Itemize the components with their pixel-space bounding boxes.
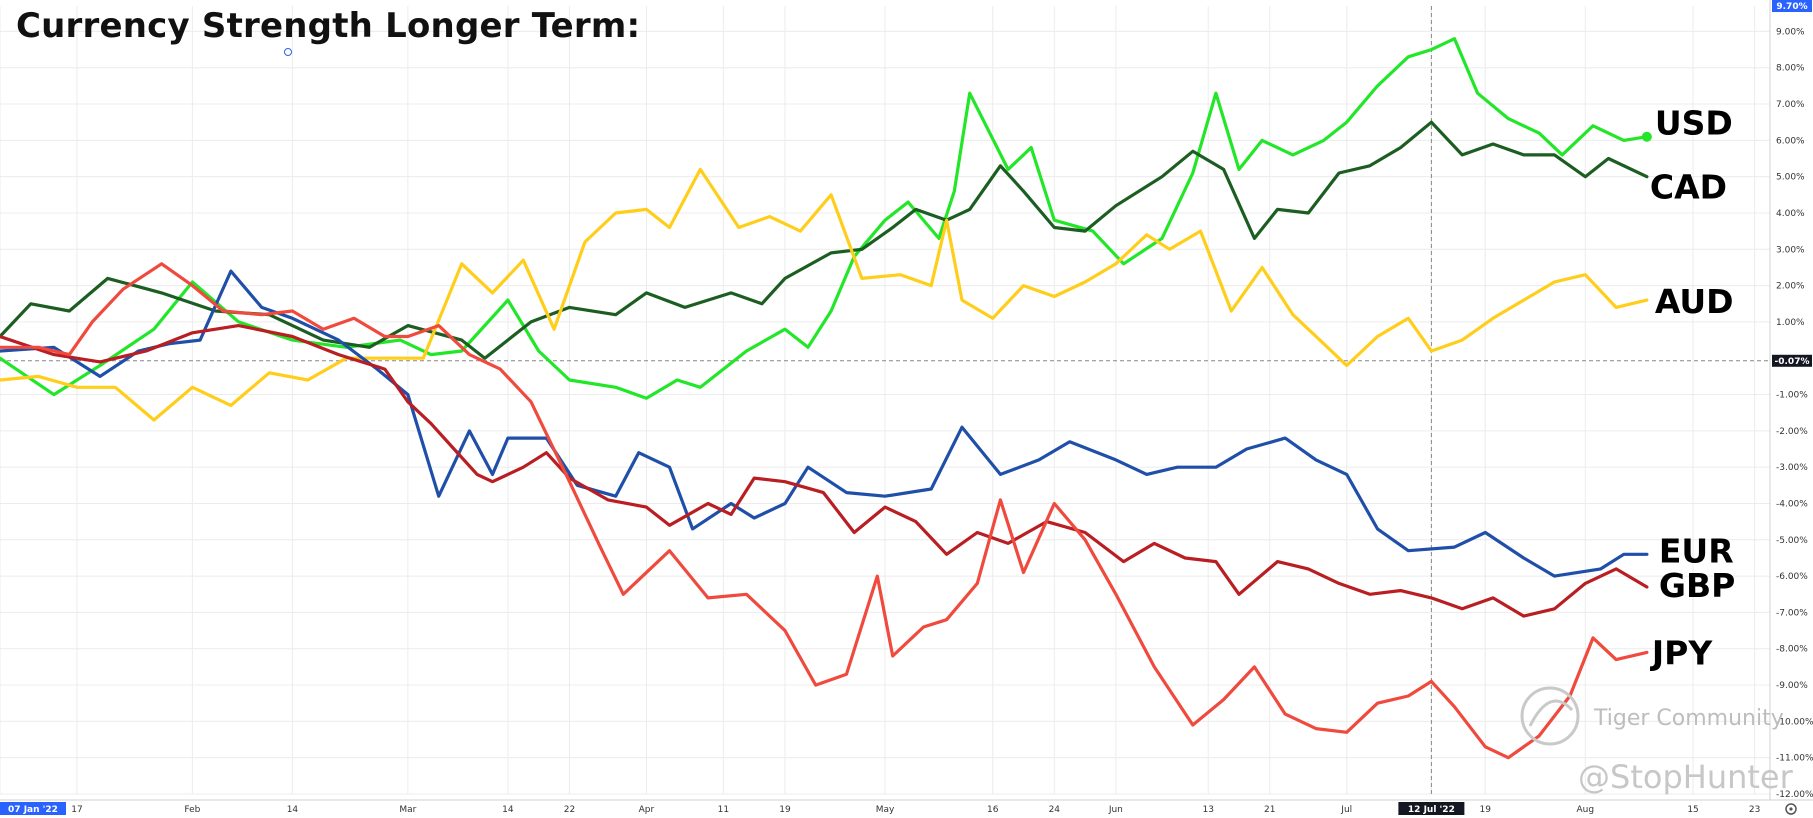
y-tick-label: 3.00%: [1776, 245, 1805, 255]
x-tick-label: 17: [71, 805, 82, 815]
x-tick-label: Mar: [399, 805, 416, 815]
series-endpoint-usd: [1641, 131, 1652, 142]
x-tick-label: Jul: [1340, 805, 1352, 815]
price-tag-label: -0.07%: [1775, 357, 1810, 367]
series-line-jpy: [0, 262, 1649, 760]
series-line-eur: [0, 269, 1649, 578]
y-tick-label: -3.00%: [1776, 463, 1808, 473]
x-tick-label: Jun: [1108, 805, 1123, 815]
drawing-anchor-point[interactable]: [284, 48, 292, 56]
y-tick-label: 9.00%: [1776, 27, 1805, 37]
x-tick-label: 14: [287, 805, 299, 815]
tiger-logo-stripe: [1528, 699, 1574, 727]
y-tick-label: -2.00%: [1776, 427, 1808, 437]
series-lines: [0, 37, 1652, 760]
price-tag: [1772, 0, 1812, 12]
price-tag: [1772, 354, 1812, 367]
y-tick-label: -4.00%: [1776, 499, 1808, 509]
x-tick-label: Apr: [639, 805, 655, 815]
x-tick-label: 23: [1749, 805, 1760, 815]
watermark-brand: Tiger Community: [1593, 706, 1784, 731]
series-label-aud: AUD: [1655, 282, 1734, 321]
series-line-cad: [0, 120, 1649, 360]
series-label-jpy: JPY: [1650, 633, 1713, 672]
y-tick-label: 1.00%: [1776, 318, 1805, 328]
x-tick-label: 24: [1049, 805, 1061, 815]
series-line-usd: [0, 37, 1649, 400]
y-tick-label: 6.00%: [1776, 136, 1805, 146]
y-tick-label: -9.00%: [1776, 681, 1808, 691]
x-tick-label: May: [876, 805, 895, 815]
y-tick-label: 4.00%: [1776, 209, 1805, 219]
y-tick-label: -6.00%: [1776, 572, 1808, 582]
chart-settings-gear-icon[interactable]: [1785, 803, 1797, 815]
x-tick-label: 11: [718, 805, 729, 815]
x-tick-label: 22: [564, 805, 575, 815]
y-tick-label: 7.00%: [1776, 100, 1805, 110]
series-label-eur: EUR: [1659, 531, 1734, 570]
series-label-gbp: GBP: [1659, 566, 1735, 605]
series-label-usd: USD: [1655, 104, 1733, 143]
y-tick-label: -11.00%: [1776, 754, 1813, 764]
x-axis-highlight-tag: [0, 802, 66, 815]
tiger-logo-icon: [1520, 686, 1580, 746]
y-tick-label: 5.00%: [1776, 173, 1805, 183]
y-tick-label: -5.00%: [1776, 536, 1808, 546]
watermark: Tiger Community @StopHunter: [1520, 686, 1794, 796]
x-tick-label: Feb: [184, 805, 200, 815]
series-line-aud: [0, 167, 1649, 422]
y-tick-label: -10.00%: [1776, 717, 1813, 727]
x-tick-label: 19: [1480, 805, 1492, 815]
series-line-gbp: [0, 324, 1649, 618]
y-tick-label: -8.00%: [1776, 645, 1808, 655]
price-tag-label: 9.70%: [1776, 2, 1807, 12]
x-tick-label: 12 Jul '22: [1408, 805, 1455, 815]
y-tick-label: -1.00%: [1776, 391, 1808, 401]
x-tick-label: 15: [1687, 805, 1698, 815]
x-tick-label: 21: [1264, 805, 1275, 815]
y-tick-label: 8.00%: [1776, 64, 1805, 74]
x-axis-highlight-tag: [1398, 802, 1465, 815]
y-tick-label: -7.00%: [1776, 608, 1808, 618]
chart-title: Currency Strength Longer Term:: [16, 6, 641, 46]
y-tick-label: -12.00%: [1776, 790, 1813, 800]
x-tick-label: Aug: [1577, 805, 1595, 815]
series-label-cad: CAD: [1650, 168, 1727, 207]
watermark-handle: @StopHunter: [1578, 758, 1794, 796]
x-tick-label: 19: [779, 805, 791, 815]
grid: [0, 6, 1770, 795]
x-tick-label: 16: [987, 805, 999, 815]
x-tick-label: 07 Jan '22: [8, 805, 58, 815]
y-tick-label: 2.00%: [1776, 282, 1805, 292]
x-tick-label: 13: [1202, 805, 1213, 815]
x-tick-label: 14: [502, 805, 514, 815]
